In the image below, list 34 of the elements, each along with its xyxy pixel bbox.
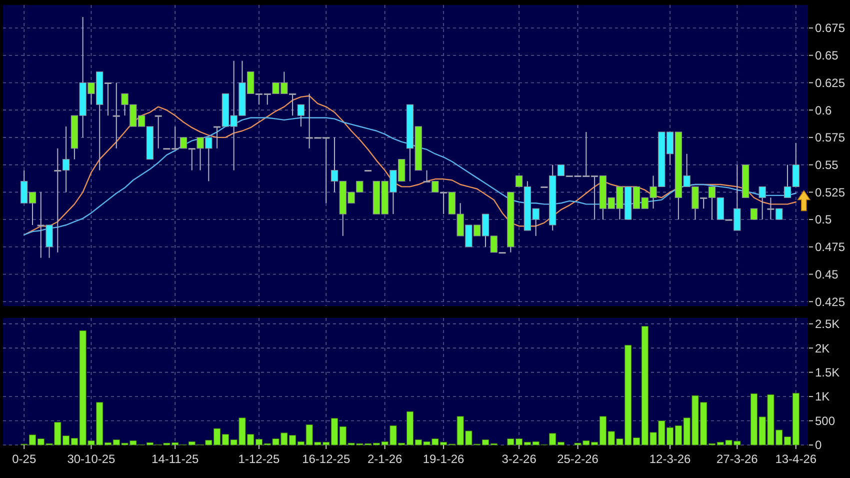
candlestick: [297, 104, 305, 127]
x-tick-label: 25-2-26: [557, 452, 599, 466]
y-tick-label: 0.675: [815, 21, 846, 36]
x-tick-label: 19-1-26: [422, 452, 465, 466]
candlestick: [758, 186, 766, 220]
y-tick-label: 0.6: [815, 103, 832, 118]
y-tick-label: 0.475: [815, 240, 846, 254]
x-tick-label: 12-3-26: [649, 452, 692, 466]
y-tick-label: 0.425: [815, 294, 846, 309]
x-tick-label: 16-12-25: [302, 452, 350, 466]
x-tick-label: 0-25: [12, 452, 36, 466]
y-tick-label: 0.5: [815, 212, 832, 227]
x-tick-label: 2-1-26: [367, 452, 403, 466]
x-tick-label: 14-11-25: [152, 452, 200, 466]
y-tick-label: 0: [815, 438, 822, 452]
x-tick-label: 1-12-25: [238, 452, 280, 466]
y-tick-label: 500: [815, 414, 836, 428]
x-tick-label: 30-10-25: [67, 452, 116, 466]
y-tick-label: 0.625: [815, 76, 846, 90]
y-tick-label: 0.45: [815, 267, 839, 282]
candlestick: [112, 82, 120, 149]
x-tick-label: 3-2-26: [502, 452, 537, 466]
x-tick-label: 27-3-26: [716, 452, 758, 466]
y-tick-label: 0.525: [815, 185, 846, 200]
y-tick-label: 1.5K: [815, 365, 840, 380]
y-tick-label: 0.65: [815, 48, 839, 63]
candlestick: [154, 115, 162, 149]
candlestick: [750, 208, 758, 220]
y-tick-label: 2.5K: [815, 317, 840, 332]
y-tick-label: 2K: [815, 341, 830, 356]
x-tick-label: 13-4-26: [775, 452, 817, 466]
y-tick-label: 0.55: [815, 158, 839, 172]
y-tick-label: 1K: [815, 390, 830, 404]
y-tick-label: 0.575: [815, 130, 846, 145]
